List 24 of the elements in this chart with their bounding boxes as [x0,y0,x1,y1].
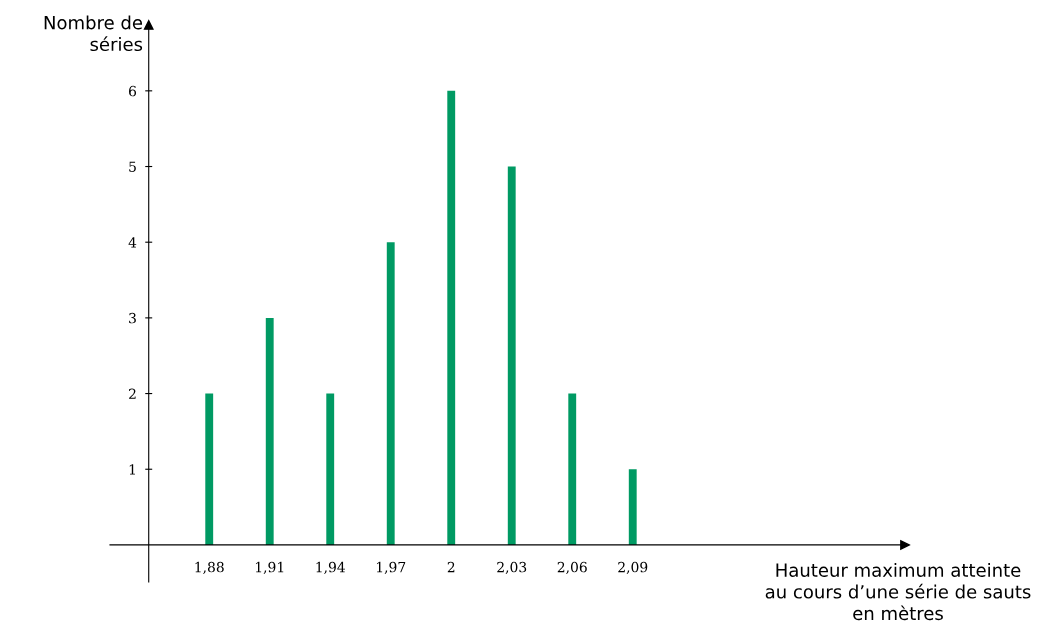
x-tick-label: 1,91 [255,561,284,575]
y-tick-label: 1 [129,464,135,475]
bar [265,317,274,545]
bar [205,393,214,545]
x-tick-label: 1,88 [195,561,224,575]
y-tick-label: 3 [129,312,136,324]
x-tick-label: 1,97 [376,561,406,575]
bar [326,393,335,545]
y-axis-title: Nombre de séries [44,15,143,52]
bar [568,393,577,545]
bar [628,469,637,545]
y-tick-label: 5 [129,161,136,172]
x-tick-label: 2 [447,561,455,573]
text: Hauteur maximum atteinte au cours d’une série de sauts en mètres [765,563,1031,621]
y-tick-label: 2 [129,388,136,399]
bar [386,242,395,545]
bar [507,166,516,545]
x-tick-label: 2,03 [497,561,527,575]
x-tick-label: 1,94 [316,561,345,575]
x-tick-label: 2,06 [557,561,587,575]
x-tick-label: 2,09 [618,561,648,575]
bar [447,90,456,545]
y-tick-label: 6 [129,85,137,97]
y-tick-label: 4 [128,237,137,248]
